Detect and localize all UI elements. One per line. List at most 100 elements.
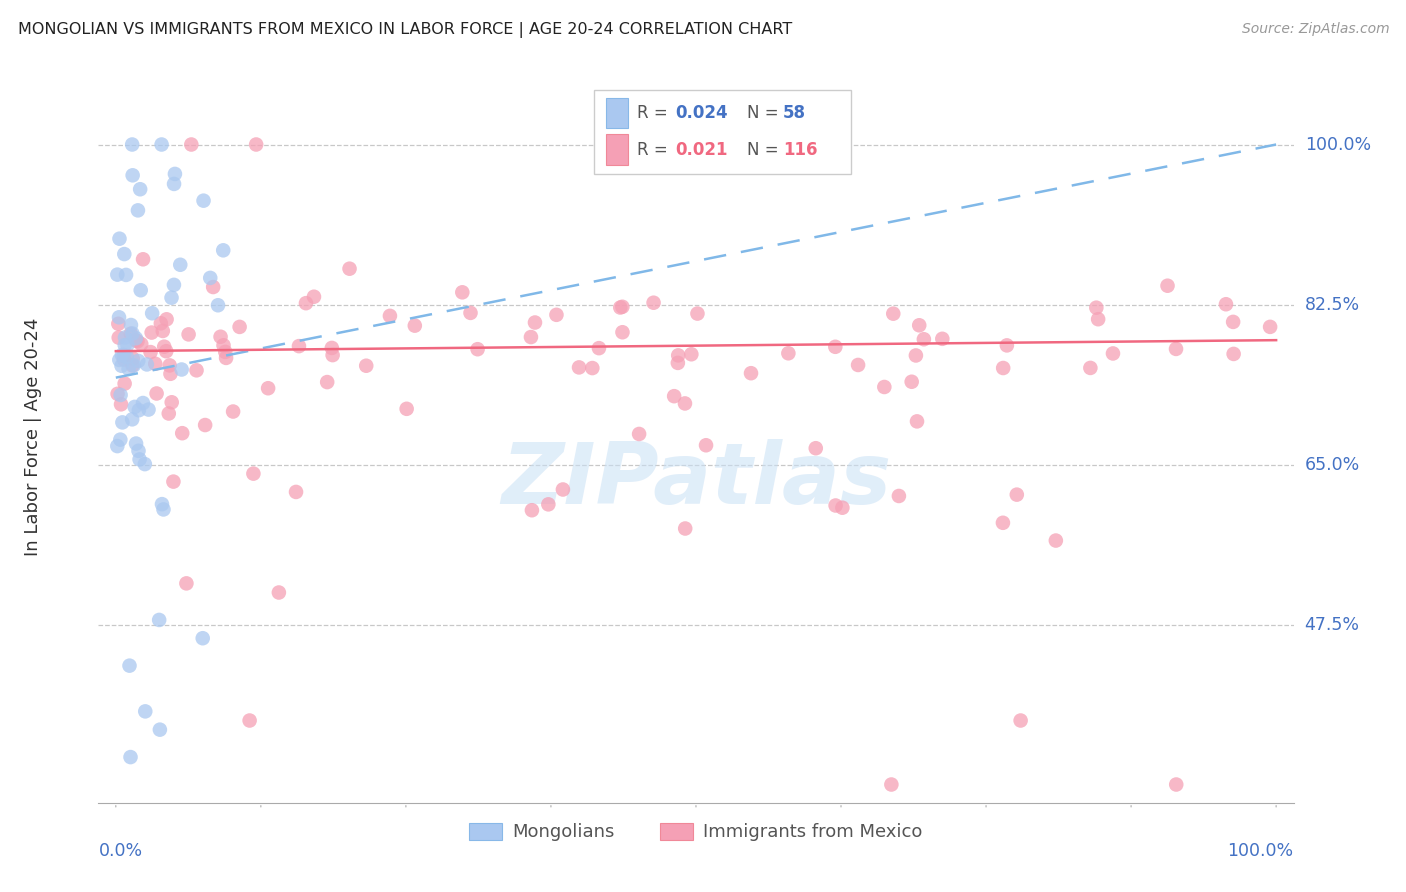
Point [995,338,1018,352]
Point [686,307,709,321]
Text: 47.5%: 47.5% [1305,615,1360,633]
Point [207,298,229,312]
Point [108,232,131,246]
Point [112,352,135,367]
Point [588,341,610,355]
Point [581,361,603,376]
Point [159,367,181,381]
Point [172,426,194,441]
Point [302,290,325,304]
Point [612,325,634,339]
Point [162,475,184,489]
Point [804,441,827,455]
Text: N =: N = [748,104,785,122]
Point [285,485,308,500]
Point [214,344,236,359]
Point [1166,778,1188,792]
Point [150,497,173,511]
Point [177,327,200,342]
Point [121,412,143,426]
Point [778,346,800,360]
Point [107,330,129,344]
Point [125,331,148,345]
Point [673,521,696,535]
Point [460,306,482,320]
Point [138,402,160,417]
Point [124,400,146,414]
Point [546,308,568,322]
Point [157,407,180,421]
Point [628,427,651,442]
Point [824,340,846,354]
Point [135,358,157,372]
Point [169,258,191,272]
Point [239,714,262,728]
Point [568,360,591,375]
Point [180,137,202,152]
FancyBboxPatch shape [606,98,628,128]
Point [245,137,267,152]
Point [1010,714,1032,728]
Text: 82.5%: 82.5% [1305,295,1360,313]
Point [121,359,143,373]
Point [880,778,903,792]
Point [128,452,150,467]
Point [132,252,155,267]
Point [139,345,162,359]
Text: R =: R = [637,104,673,122]
Point [339,261,361,276]
Point [212,338,235,352]
Point [125,334,148,348]
Text: Source: ZipAtlas.com: Source: ZipAtlas.com [1241,22,1389,37]
Point [316,375,339,389]
Point [129,182,152,196]
Point [114,330,136,344]
Point [931,332,953,346]
Point [115,268,138,282]
Point [110,397,132,411]
Point [163,277,186,292]
Point [1258,319,1281,334]
Point [120,326,142,341]
Point [128,443,150,458]
Point [378,309,401,323]
Point [267,585,290,599]
Point [991,516,1014,530]
Point [681,347,703,361]
Point [107,386,129,401]
Point [295,296,318,310]
Point [1102,346,1125,360]
Point [145,386,167,401]
Point [160,395,183,409]
Point [120,318,142,332]
Point [991,361,1014,376]
FancyBboxPatch shape [595,90,852,174]
Point [520,503,543,517]
Point [666,356,689,370]
Point [908,318,931,333]
Point [134,457,156,471]
Point [209,330,232,344]
Point [105,439,128,453]
Point [143,357,166,371]
Point [467,342,489,356]
Point [121,169,143,183]
Point [150,137,173,152]
Point [1156,278,1178,293]
Point [114,376,136,391]
Point [148,613,170,627]
Point [111,416,134,430]
Point [110,433,132,447]
Point [1045,533,1067,548]
Point [193,194,215,208]
Point [163,177,186,191]
Point [141,326,163,340]
Point [108,352,131,367]
Point [451,285,474,300]
Legend: Mongolians, Immigrants from Mexico: Mongolians, Immigrants from Mexico [463,815,929,848]
Point [1215,297,1237,311]
Point [228,319,250,334]
Text: N =: N = [748,141,785,159]
Text: 100.0%: 100.0% [1227,842,1294,860]
Point [149,316,172,330]
